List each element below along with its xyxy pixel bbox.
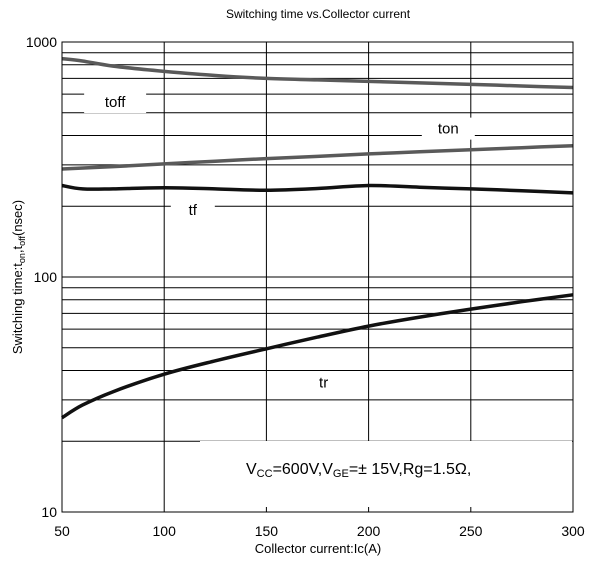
plot-frame (61, 41, 574, 513)
x-tick-label-200: 200 (357, 523, 381, 539)
series-line-tf (61, 183, 574, 195)
y-axis-title-prefix: Switching time:t (10, 263, 25, 354)
chart-title: Switching time vs.Collector current (226, 7, 411, 21)
series-label-tf: tf (189, 202, 198, 219)
series-label-tr: tr (319, 375, 328, 392)
x-tick-label-150: 150 (255, 523, 279, 539)
series-label-bg-tf (170, 198, 215, 221)
y-tick-label-10: 10 (41, 504, 57, 520)
cond-ge: GE (333, 468, 349, 480)
x-axis-title: Collector current:Ic(A) (255, 541, 381, 556)
cond-v: V (246, 461, 257, 478)
x-tick-label-250: 250 (459, 523, 483, 539)
test-condition-text: VCC=600V,VGE=± 15V,Rg=1.5Ω, (246, 461, 471, 480)
y-axis-title: Switching time:ton,toff(nsec) (10, 200, 27, 354)
y-axis-title-sub-on: on (17, 253, 27, 263)
test-condition-background (200, 441, 572, 507)
series-line-ton (61, 143, 574, 171)
x-tick-label-50: 50 (54, 523, 70, 539)
series-label-bg-ton (421, 117, 475, 140)
series-annotations: toff ton tf tr (84, 91, 475, 394)
axis-tick-labels: 50 100 150 200 250 300 10 100 1000 (26, 34, 585, 539)
cond-cc: CC (257, 468, 273, 480)
y-axis-title-sub-off: off (17, 235, 27, 245)
x-tick-label-100: 100 (153, 523, 177, 539)
y-axis-title-suffix: (nsec) (10, 200, 25, 236)
series-label-bg-toff (84, 91, 147, 114)
test-condition: VCC=600V,VGE=± 15V,Rg=1.5Ω, (200, 441, 572, 507)
y-tick-label-100: 100 (34, 269, 58, 285)
cond-mid2: =± 15V,Rg=1.5Ω, (349, 461, 471, 478)
x-tick-label-300: 300 (561, 523, 585, 539)
y-tick-label-1000: 1000 (26, 34, 57, 50)
plot-series (61, 56, 574, 420)
series-label-bg-tr (301, 371, 346, 394)
series-label-ton: ton (438, 121, 459, 138)
cond-mid1: =600V,V (273, 461, 334, 478)
series-line-toff (61, 56, 574, 90)
grid-lines (62, 42, 573, 512)
series-line-tr (61, 293, 574, 420)
y-axis-title-mid: ,t (10, 245, 25, 253)
series-label-toff: toff (105, 94, 126, 111)
